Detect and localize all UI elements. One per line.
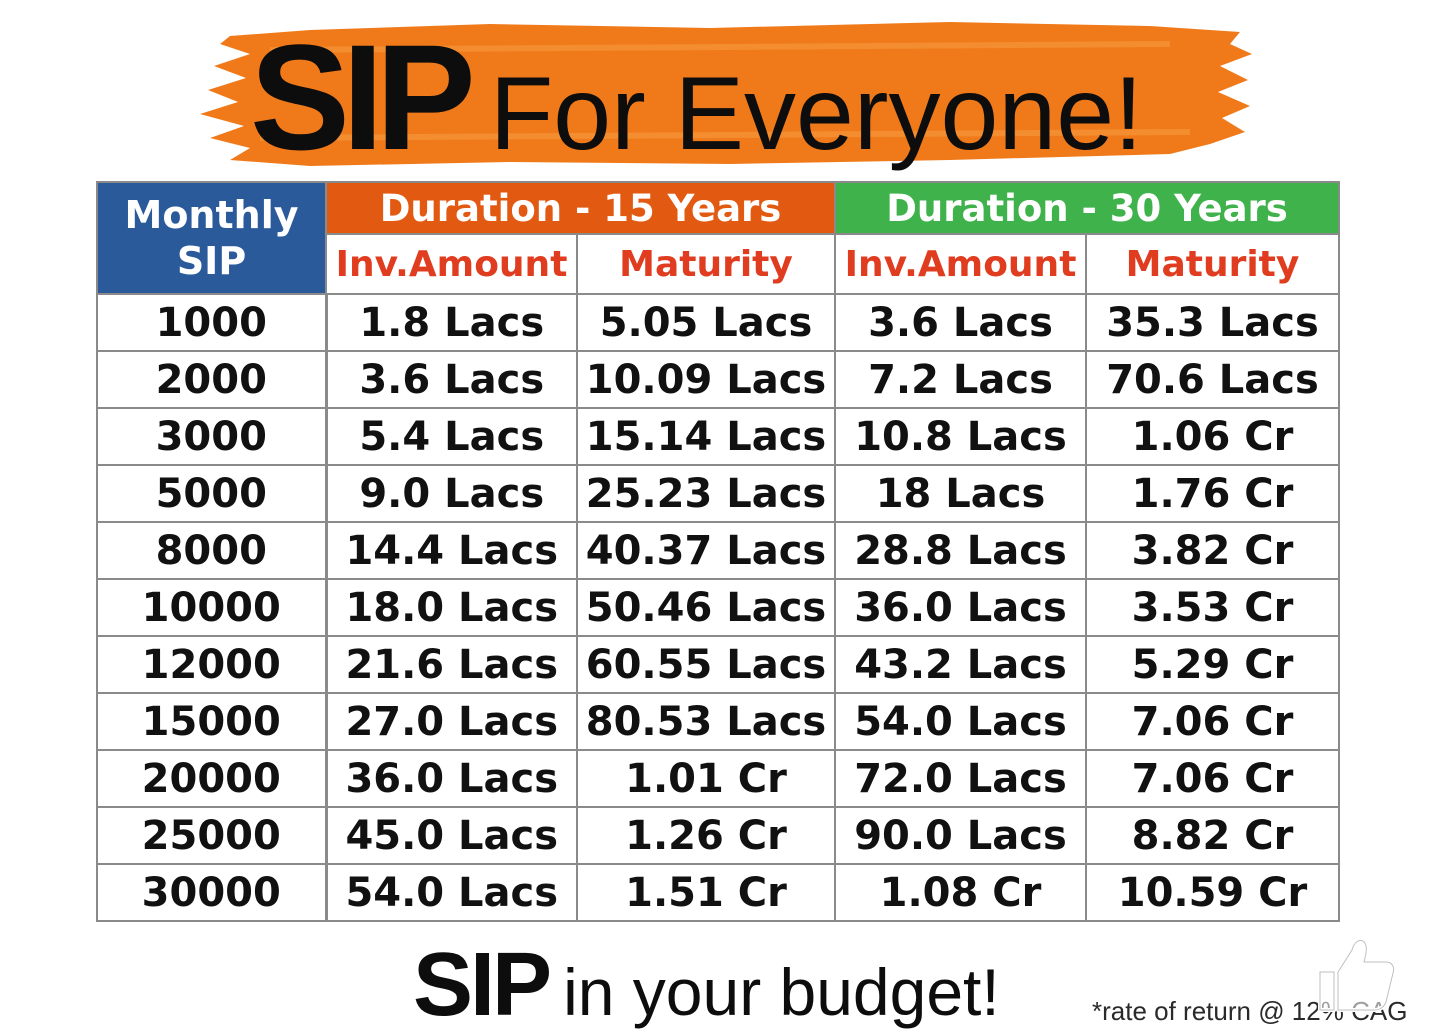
table-row: 20000 36.0 Lacs 1.01 Cr 72.0 Lacs 7.06 C…: [96, 749, 1340, 808]
maturity-15-cell: 5.05 Lacs: [576, 293, 836, 352]
duration-15-header: Duration - 15 Years: [325, 181, 836, 235]
maturity-15-cell: 15.14 Lacs: [576, 407, 836, 466]
inv-amount-15-cell: 45.0 Lacs: [325, 806, 578, 865]
table-row: 10000 18.0 Lacs 50.46 Lacs 36.0 Lacs 3.5…: [96, 578, 1340, 637]
maturity-30-cell: 3.82 Cr: [1085, 521, 1340, 580]
monthly-sip-cell: 1000: [96, 293, 328, 352]
inv-amount-30-cell: 72.0 Lacs: [834, 749, 1087, 808]
inv-amount-15-cell: 54.0 Lacs: [325, 863, 578, 922]
inv-amount-15-header: Inv.Amount: [325, 233, 578, 295]
inv-amount-15-cell: 14.4 Lacs: [325, 521, 578, 580]
table-row: 3000 5.4 Lacs 15.14 Lacs 10.8 Lacs 1.06 …: [96, 407, 1340, 466]
tagline-in-your-budget: in your budget!: [563, 955, 1000, 1029]
maturity-15-cell: 60.55 Lacs: [576, 635, 836, 694]
maturity-30-cell: 7.06 Cr: [1085, 692, 1340, 751]
duration-30-header: Duration - 30 Years: [834, 181, 1340, 235]
sip-table: Monthly SIP Duration - 15 Years Duration…: [96, 181, 1340, 922]
monthly-sip-cell: 12000: [96, 635, 328, 694]
maturity-30-cell: 5.29 Cr: [1085, 635, 1340, 694]
monthly-sip-header: Monthly SIP: [96, 181, 327, 295]
maturity-15-cell: 25.23 Lacs: [576, 464, 836, 523]
inv-amount-30-cell: 7.2 Lacs: [834, 350, 1087, 409]
table-row: 30000 54.0 Lacs 1.51 Cr 1.08 Cr 10.59 Cr: [96, 863, 1340, 922]
tagline-sip: SIP: [413, 935, 552, 1035]
column-header-row: Inv.Amount Maturity Inv.Amount Maturity: [97, 233, 1340, 295]
monthly-sip-cell: 8000: [96, 521, 328, 580]
monthly-sip-cell: 30000: [96, 863, 328, 922]
inv-amount-15-cell: 18.0 Lacs: [325, 578, 578, 637]
maturity-15-header: Maturity: [576, 233, 836, 295]
maturity-30-cell: 1.06 Cr: [1085, 407, 1340, 466]
maturity-15-cell: 40.37 Lacs: [576, 521, 836, 580]
maturity-15-cell: 1.51 Cr: [576, 863, 836, 922]
maturity-30-cell: 7.06 Cr: [1085, 749, 1340, 808]
brush-stroke: [200, 22, 1252, 166]
maturity-30-cell: 1.76 Cr: [1085, 464, 1340, 523]
title-banner: SIP For Everyone!: [190, 14, 1260, 174]
inv-amount-30-cell: 36.0 Lacs: [834, 578, 1087, 637]
maturity-30-cell: 8.82 Cr: [1085, 806, 1340, 865]
table-row: 1000 1.8 Lacs 5.05 Lacs 3.6 Lacs 35.3 La…: [96, 293, 1340, 352]
inv-amount-15-cell: 5.4 Lacs: [325, 407, 578, 466]
inv-amount-15-cell: 21.6 Lacs: [325, 635, 578, 694]
inv-amount-30-cell: 43.2 Lacs: [834, 635, 1087, 694]
inv-amount-30-cell: 18 Lacs: [834, 464, 1087, 523]
maturity-15-cell: 10.09 Lacs: [576, 350, 836, 409]
maturity-30-cell: 3.53 Cr: [1085, 578, 1340, 637]
maturity-15-cell: 1.26 Cr: [576, 806, 836, 865]
monthly-sip-header-line2: SIP: [176, 239, 247, 283]
inv-amount-30-cell: 28.8 Lacs: [834, 521, 1087, 580]
monthly-sip-cell: 25000: [96, 806, 328, 865]
maturity-15-cell: 1.01 Cr: [576, 749, 836, 808]
maturity-30-header: Maturity: [1085, 233, 1340, 295]
table-row: 15000 27.0 Lacs 80.53 Lacs 54.0 Lacs 7.0…: [96, 692, 1340, 751]
thumbs-up-icon: [1318, 938, 1396, 1012]
inv-amount-30-header: Inv.Amount: [834, 233, 1087, 295]
inv-amount-15-cell: 3.6 Lacs: [325, 350, 578, 409]
table-row: 12000 21.6 Lacs 60.55 Lacs 43.2 Lacs 5.2…: [96, 635, 1340, 694]
maturity-30-cell: 10.59 Cr: [1085, 863, 1340, 922]
inv-amount-30-cell: 3.6 Lacs: [834, 293, 1087, 352]
inv-amount-30-cell: 10.8 Lacs: [834, 407, 1087, 466]
inv-amount-30-cell: 1.08 Cr: [834, 863, 1087, 922]
monthly-sip-cell: 10000: [96, 578, 328, 637]
table-row: 2000 3.6 Lacs 10.09 Lacs 7.2 Lacs 70.6 L…: [96, 350, 1340, 409]
title-for-everyone: For Everyone!: [489, 56, 1143, 172]
maturity-15-cell: 80.53 Lacs: [576, 692, 836, 751]
inv-amount-30-cell: 54.0 Lacs: [834, 692, 1087, 751]
monthly-sip-cell: 5000: [96, 464, 328, 523]
inv-amount-15-cell: 27.0 Lacs: [325, 692, 578, 751]
monthly-sip-cell: 3000: [96, 407, 328, 466]
monthly-sip-cell: 15000: [96, 692, 328, 751]
table-row: 25000 45.0 Lacs 1.26 Cr 90.0 Lacs 8.82 C…: [96, 806, 1340, 865]
inv-amount-30-cell: 90.0 Lacs: [834, 806, 1087, 865]
maturity-30-cell: 70.6 Lacs: [1085, 350, 1340, 409]
maturity-30-cell: 35.3 Lacs: [1085, 293, 1340, 352]
group-header-row: Monthly SIP Duration - 15 Years Duration…: [96, 181, 1340, 295]
monthly-sip-cell: 2000: [96, 350, 328, 409]
tagline: SIP in your budget!: [413, 940, 1000, 1030]
table-row: 8000 14.4 Lacs 40.37 Lacs 28.8 Lacs 3.82…: [96, 521, 1340, 580]
title-sip: SIP: [250, 13, 476, 181]
maturity-15-cell: 50.46 Lacs: [576, 578, 836, 637]
table-row: 5000 9.0 Lacs 25.23 Lacs 18 Lacs 1.76 Cr: [96, 464, 1340, 523]
inv-amount-15-cell: 1.8 Lacs: [325, 293, 578, 352]
monthly-sip-header-line1: Monthly: [124, 193, 299, 237]
like-button[interactable]: [1310, 930, 1400, 1020]
inv-amount-15-cell: 36.0 Lacs: [325, 749, 578, 808]
monthly-sip-cell: 20000: [96, 749, 328, 808]
inv-amount-15-cell: 9.0 Lacs: [325, 464, 578, 523]
